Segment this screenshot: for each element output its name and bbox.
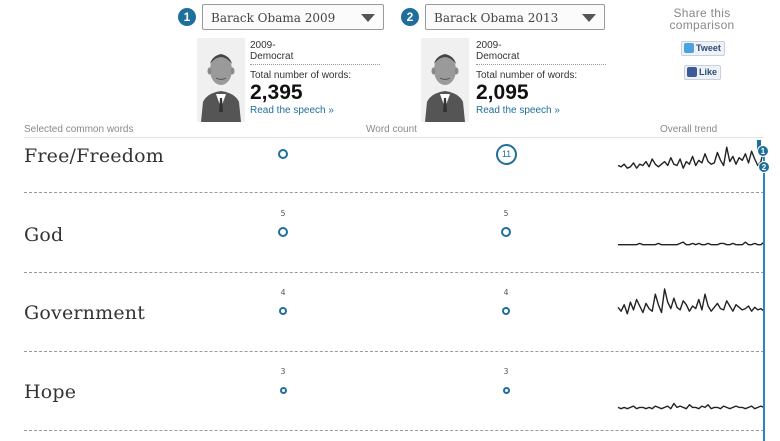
- speech-1-count: 5: [280, 209, 286, 218]
- speaker-1-divider: [250, 64, 380, 65]
- speaker-1-total-label: Total number of words:: [250, 70, 352, 81]
- speaker-2-divider: [476, 64, 606, 65]
- row-divider: [24, 272, 764, 273]
- table-row[interactable]: Free/Freedom 11: [0, 140, 780, 192]
- speaker-1-party: Democrat: [250, 51, 294, 62]
- speech-1-count-marker[interactable]: [280, 387, 287, 394]
- speech-2-count: 4: [503, 288, 509, 297]
- speaker-2-portrait: [421, 38, 469, 122]
- row-divider: [24, 192, 764, 193]
- share-heading-line-2: comparison: [669, 18, 735, 32]
- column-header-words: Selected common words: [24, 124, 134, 135]
- timeline-scrubber[interactable]: [763, 150, 765, 441]
- speaker-1-portrait: [197, 38, 245, 122]
- word-label: Free/Freedom: [24, 145, 164, 167]
- speech-2-selected-value: Barack Obama 2013: [434, 11, 559, 25]
- timeline-badge-1: 1: [757, 145, 769, 157]
- speech-2-count-marker[interactable]: 11: [496, 144, 517, 165]
- speech-1-count-marker[interactable]: [278, 149, 288, 159]
- speech-2-count-marker[interactable]: [502, 307, 510, 315]
- chevron-down-icon: [361, 14, 375, 22]
- table-row[interactable]: Hope 3 3: [0, 358, 780, 430]
- column-header-overall-trend: Overall trend: [660, 124, 718, 135]
- speech-1-count-marker[interactable]: [278, 227, 288, 237]
- trend-sparkline: [617, 146, 765, 169]
- trend-line: [617, 146, 765, 169]
- speech-2-count: 11: [501, 149, 512, 159]
- share-heading-line-1: Share this: [673, 6, 731, 20]
- speech-2-count: 3: [503, 367, 509, 376]
- trend-sparkline: [618, 241, 765, 246]
- trend-line: [617, 288, 765, 315]
- speech-2-count: 5: [503, 209, 509, 218]
- speaker-1-total-words: 2,395: [250, 81, 303, 104]
- selector-1-badge: 1: [178, 8, 196, 26]
- like-button-label: Like: [699, 67, 718, 77]
- row-divider: [24, 351, 764, 352]
- speech-2-count-marker[interactable]: [503, 387, 510, 394]
- tweet-button[interactable]: Tweet: [681, 41, 725, 56]
- header-divider: [24, 137, 764, 138]
- trend-sparkline: [617, 288, 765, 315]
- speech-1-dropdown[interactable]: Barack Obama 2009: [202, 4, 384, 30]
- speech-2-dropdown[interactable]: Barack Obama 2013: [425, 4, 605, 30]
- row-divider: [24, 430, 764, 431]
- speaker-2-total-words: 2,095: [476, 81, 529, 104]
- speech-2-count-marker[interactable]: [501, 227, 511, 237]
- like-button[interactable]: Like: [684, 65, 721, 80]
- facebook-icon: [687, 67, 697, 77]
- table-row[interactable]: God 5 5: [0, 200, 780, 272]
- table-row[interactable]: Government 4 4: [0, 279, 780, 351]
- selector-2-badge: 2: [401, 8, 419, 26]
- speaker-2-year: 2009-: [476, 40, 502, 51]
- speech-1-count: 4: [280, 288, 286, 297]
- speaker-2-party: Democrat: [476, 51, 520, 62]
- speaker-2-total-label: Total number of words:: [476, 70, 578, 81]
- tweet-button-label: Tweet: [696, 43, 721, 53]
- timeline-badge-2: 2: [758, 161, 770, 173]
- word-label: God: [24, 224, 64, 246]
- word-label: Hope: [24, 381, 77, 403]
- trend-sparkline: [617, 402, 765, 410]
- trend-line: [618, 241, 765, 246]
- speaker-1-year: 2009-: [250, 40, 276, 51]
- trend-line: [617, 402, 765, 410]
- word-label: Government: [24, 302, 146, 324]
- twitter-bird-icon: [684, 43, 694, 53]
- speech-1-count: 3: [280, 367, 286, 376]
- chevron-down-icon: [582, 14, 596, 22]
- column-header-word-count: Word count: [366, 124, 417, 135]
- speaker-1-read-speech-link[interactable]: Read the speech »: [250, 105, 334, 116]
- speech-1-count-marker[interactable]: [279, 307, 287, 315]
- speaker-2-read-speech-link[interactable]: Read the speech »: [476, 105, 560, 116]
- speech-1-selected-value: Barack Obama 2009: [211, 11, 336, 25]
